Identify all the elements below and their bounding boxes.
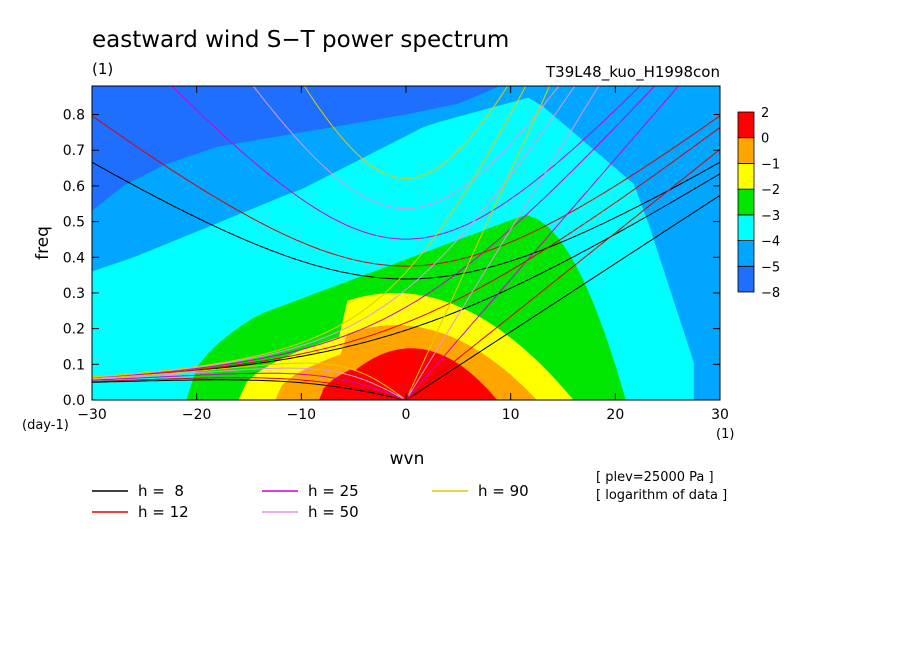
x-tick-label: 10 (502, 407, 520, 423)
field-band-2 (319, 348, 498, 400)
curve-h25-wig (171, 86, 641, 240)
x-axis-label: wvn (390, 449, 425, 469)
curve-h12-mrg (92, 126, 720, 379)
legend-label: h = 12 (138, 503, 189, 521)
y-axis-label: freq (33, 226, 53, 260)
curve-h25-mrg (92, 86, 656, 378)
colorbar-swatch (737, 214, 755, 241)
y-unit: (day-1) (22, 418, 69, 433)
y-tick-label: 0.7 (63, 143, 85, 159)
curve-h50-kelvin (408, 86, 600, 396)
note-log: [ logarithm of data ] (596, 488, 727, 503)
legend-label: h = 25 (308, 482, 359, 500)
colorbar-swatch (737, 265, 755, 293)
colorbar-label: −8 (761, 286, 780, 301)
y-tick-label: 0.6 (63, 179, 85, 195)
field-band-minus5 (92, 86, 501, 211)
y-tick-label: 0.0 (63, 393, 85, 409)
legend-label: h = 8 (138, 482, 184, 500)
curve-h50-wig (252, 86, 560, 210)
x-tick-label: −10 (287, 407, 317, 423)
curve-h90-wig (303, 86, 509, 179)
model-name: T39L48_kuo_H1998con (545, 63, 720, 82)
curve-h12-kelvin (408, 148, 720, 399)
colorbar-swatch (737, 240, 755, 267)
y-axis: 0.0 0.1 0.2 0.3 0.4 0.5 0.6 0.7 0.8 (63, 108, 720, 409)
curve-h8-rossby (92, 379, 404, 400)
curve-h12-wig (92, 115, 720, 267)
colorbar-swatch (737, 137, 755, 164)
colorbar-swatch (737, 163, 755, 190)
x-unit: (1) (716, 427, 734, 442)
curve-h90-kelvin (408, 86, 551, 395)
y-tick-label: 0.8 (63, 108, 85, 124)
curve-h12-rossby (92, 377, 404, 400)
colorbar-label: −4 (761, 235, 780, 250)
colorbar-label: −5 (761, 260, 780, 275)
x-tick-label: −30 (77, 407, 107, 423)
colorbar-label: 0 (761, 132, 769, 147)
x-axis: −30 −20 −10 0 10 20 30 (77, 86, 729, 423)
curve-h25-rossby (92, 372, 404, 400)
colorbar-swatch (737, 111, 755, 139)
colorbar-label: −1 (761, 157, 780, 172)
y-tick-label: 0.4 (63, 250, 85, 266)
x-tick-label: 30 (711, 407, 729, 423)
title-unit: (1) (92, 60, 113, 78)
colorbar-label: −3 (761, 209, 780, 224)
legend-label: h = 90 (478, 482, 529, 500)
curve-h90-rossby (92, 362, 404, 399)
y-tick-label: 0.5 (63, 215, 85, 231)
x-tick-label: 20 (606, 407, 624, 423)
y-tick-label: 0.3 (63, 286, 85, 302)
chart-title: eastward wind S−T power spectrum (92, 27, 509, 53)
x-tick-label: 0 (402, 407, 411, 423)
legend-label: h = 50 (308, 503, 359, 521)
curve-h50-rossby (92, 367, 404, 400)
curve-h8-wig (92, 161, 720, 280)
colorbar-label: 2 (761, 106, 769, 121)
colorbar-label: −2 (761, 183, 780, 198)
legend: h = 8 h = 12 h = 25 h = 50 h = 90 (92, 482, 529, 521)
x-tick-label: −20 (182, 407, 212, 423)
spectrum-field (92, 86, 720, 400)
dispersion-curves (92, 86, 720, 400)
curve-h50-mrg (92, 86, 576, 378)
y-tick-label: 0.1 (63, 357, 85, 373)
colorbar: −8 −5 −4 −3 −2 −1 0 2 (737, 106, 780, 301)
curve-h8-kelvin (408, 194, 720, 399)
curve-h90-mrg (92, 86, 527, 378)
colorbar-swatch (737, 188, 755, 216)
note-plev: [ plev=25000 Pa ] (596, 470, 714, 485)
curve-h25-kelvin (408, 86, 680, 398)
y-tick-label: 0.2 (63, 322, 85, 338)
